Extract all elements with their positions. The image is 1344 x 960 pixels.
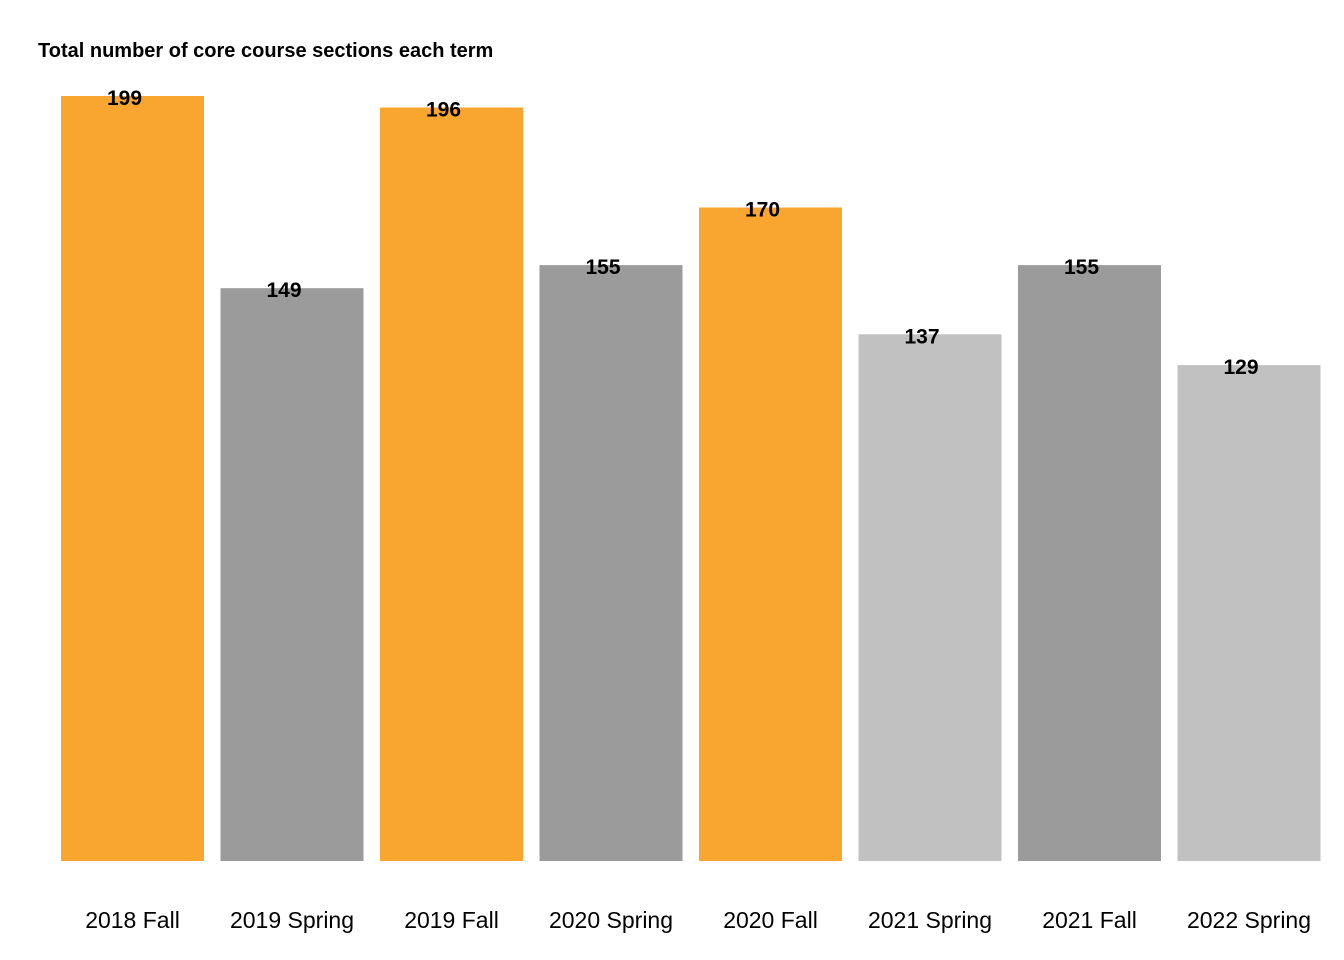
bar-2020-spring bbox=[539, 265, 683, 862]
value-labels-group: 199 149 196 155 170 137 155 129 bbox=[107, 87, 1259, 379]
bar-2022-spring bbox=[1177, 365, 1321, 861]
bar-2021-spring bbox=[858, 334, 1002, 861]
bar-2019-fall bbox=[380, 107, 523, 861]
chart-title: Total number of core course sections eac… bbox=[38, 40, 494, 62]
x-tick-label-2018-fall: 2018 Fall bbox=[85, 907, 180, 933]
x-tick-label-2019-spring: 2019 Spring bbox=[230, 907, 354, 933]
value-label-2019-spring: 149 bbox=[266, 279, 301, 302]
bar-2021-fall bbox=[1018, 265, 1161, 862]
bar-2019-spring bbox=[220, 288, 364, 861]
bar-2020-fall bbox=[699, 207, 842, 861]
x-tick-label-2022-spring: 2022 Spring bbox=[1187, 907, 1311, 933]
value-label-2019-fall: 196 bbox=[426, 99, 461, 122]
value-label-2021-fall: 155 bbox=[1064, 256, 1099, 279]
bar-2018-fall bbox=[61, 96, 204, 861]
value-label-2020-fall: 170 bbox=[745, 199, 780, 222]
x-tick-label-2021-spring: 2021 Spring bbox=[868, 907, 992, 933]
x-tick-label-2021-fall: 2021 Fall bbox=[1042, 907, 1137, 933]
x-axis-tick-labels: 2018 Fall 2019 Spring 2019 Fall 2020 Spring… bbox=[85, 907, 1311, 933]
x-tick-label-2020-fall: 2020 Fall bbox=[723, 907, 818, 933]
value-label-2022-spring: 129 bbox=[1223, 356, 1258, 379]
value-label-2021-spring: 137 bbox=[904, 325, 939, 348]
x-tick-label-2020-spring: 2020 Spring bbox=[549, 907, 673, 933]
bars-group bbox=[61, 96, 1321, 862]
value-label-2018-fall: 199 bbox=[107, 87, 142, 110]
value-label-2020-spring: 155 bbox=[585, 256, 620, 279]
x-tick-label-2019-fall: 2019 Fall bbox=[404, 907, 499, 933]
